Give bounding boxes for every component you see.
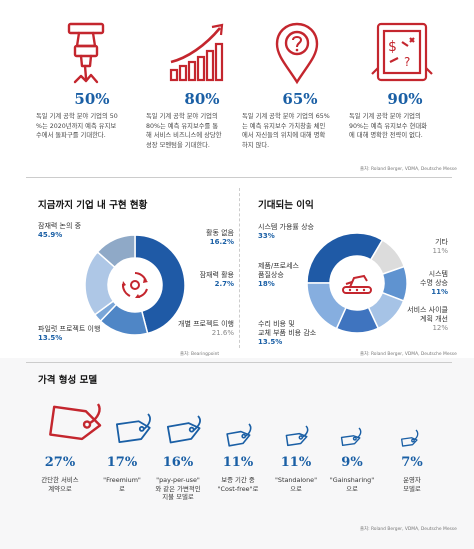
pricing-desc-4: 보증 기간 중 "Cost-free"로 [217,476,259,493]
benefit-source: 출처: Roland Berger, VDMA, Deutsche Messe [360,352,457,357]
divider-pricing [26,362,452,363]
stat-value-4: 90% [387,90,423,108]
stat-desc-4: 독일 기계 공학 분야 기업의 90%는 예측 유지보수 현대화 에 대해 명확한 … [349,113,427,140]
pricing-desc-6: "Gainsharing" 으로 [329,476,375,493]
growth-chart-icon [169,23,224,82]
pricing-desc-5: "Standalone" 으로 [274,476,318,493]
benefit-slice-6 [306,282,347,330]
price-tag-icon-3 [166,415,201,444]
price-tag-icon-6 [340,427,362,447]
price-tag-icon-large [49,403,102,441]
price-tag-icon-4 [226,423,252,447]
pricing-value-7: 7% [401,455,423,470]
pricing-value-4: 11% [222,455,254,470]
source-note-top: 출처: Roland Berger, VDMA, Deutsche Messe [360,167,457,172]
divider-top [26,177,452,178]
pricing-value-5: 11% [280,455,312,470]
divider-vertical [239,188,240,348]
donut-chart-status [84,234,186,336]
pricing-desc-3: "pay-per-use" 와 같은 가변적인 지불 모델로 [155,476,201,502]
robot-arm-icon [342,274,372,294]
pricing-value-1: 27% [44,455,76,470]
pricing-value-2: 17% [106,455,138,470]
pricing-source: 출처: Roland Berger, VDMA, Deutsche Messe [360,527,457,532]
price-tag-icon-5 [285,425,309,447]
benefit-label-other: 기타 11% [432,238,448,255]
cycle-icon [121,272,148,298]
pricing-desc-1: 간단한 서비스 계약으로 [41,476,79,493]
price-tag-icon-2 [116,413,151,444]
price-tag-icon-7 [401,429,419,447]
status-slice-1 [134,234,186,335]
status-label-individual: 개별 프로젝트 이행 21.6% [178,320,234,337]
svg-text:$: $ [388,39,397,55]
benefit-label-repair-cost: 수리 비용 및 교체 부품 비용 감소 13.5% [258,320,317,346]
pricing-desc-2: "Freemium" 로 [103,476,141,493]
status-label-utilizing: 잠재력 활용 2.7% [199,271,234,288]
jackhammer-icon [67,22,105,84]
stat-desc-3: 독일 기계 공학 분야 기업의 65% 는 예측 유지보수 가치창출 체인 에서 자… [242,113,330,149]
stat-value-1: 50% [74,90,110,108]
pricing-value-6: 9% [341,455,363,470]
pricing-section-title: 가격 형성 모델 [38,375,98,386]
pricing-value-3: 16% [162,455,194,470]
status-source: 출처: Bearingpoint [180,352,220,357]
stat-desc-1: 독일 기계 공학 분야 기업의 50 %는 2020년까지 예측 유지보 수에서 돌… [36,113,118,140]
svg-text:?: ? [404,55,410,69]
benefit-section-title: 기대되는 이익 [258,200,314,211]
status-label-discussing: 잠재력 논의 중 45.9% [38,222,82,239]
location-question-icon [275,22,319,85]
tablet-strategy-icon: $ ? [371,22,433,82]
benefit-label-lifespan: 시스템 수명 상승 11% [420,270,448,296]
stat-value-3: 65% [282,90,318,108]
status-label-pilot: 파일럿 프로젝트 이행 13.5% [38,325,101,342]
donut-chart-benefits [306,232,408,334]
pricing-desc-7: 운영자 모델로 [403,476,421,493]
pricing-band [0,358,474,549]
benefit-label-service-cycle: 서비스 사이클 계획 개선 12% [407,306,448,332]
status-slice-5 [96,234,136,269]
stat-value-2: 80% [184,90,220,108]
status-label-none: 활동 없음 16.2% [206,229,234,246]
benefit-label-availability: 시스템 가용률 상승 33% [258,223,314,240]
benefit-label-quality: 제품/프로세스 품질상승 18% [258,262,299,288]
status-section-title: 지금까지 기업 내 구현 현황 [38,200,148,211]
